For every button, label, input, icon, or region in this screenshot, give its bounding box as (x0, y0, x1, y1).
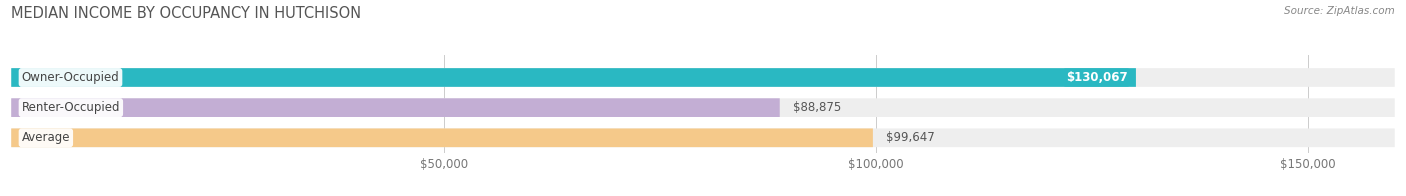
FancyBboxPatch shape (11, 128, 873, 147)
FancyBboxPatch shape (11, 128, 1395, 147)
Text: MEDIAN INCOME BY OCCUPANCY IN HUTCHISON: MEDIAN INCOME BY OCCUPANCY IN HUTCHISON (11, 6, 361, 21)
Text: $99,647: $99,647 (886, 131, 935, 144)
Text: Renter-Occupied: Renter-Occupied (21, 101, 120, 114)
Text: Average: Average (21, 131, 70, 144)
Text: $130,067: $130,067 (1066, 71, 1128, 84)
Text: Source: ZipAtlas.com: Source: ZipAtlas.com (1284, 6, 1395, 16)
Text: $88,875: $88,875 (793, 101, 841, 114)
FancyBboxPatch shape (11, 68, 1136, 87)
FancyBboxPatch shape (11, 68, 1395, 87)
FancyBboxPatch shape (11, 98, 780, 117)
FancyBboxPatch shape (11, 98, 1395, 117)
Text: Owner-Occupied: Owner-Occupied (21, 71, 120, 84)
